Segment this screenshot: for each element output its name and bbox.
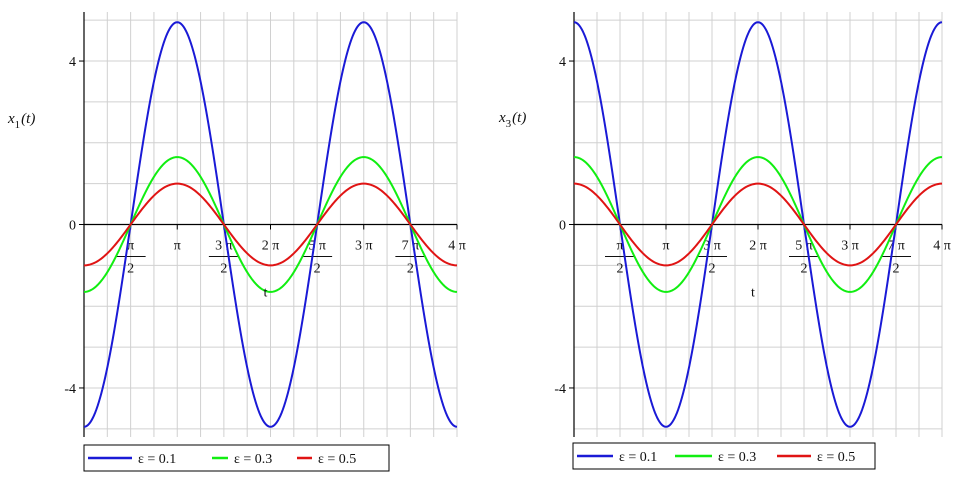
legend-label-3: ε = 0.5 <box>318 452 356 467</box>
x-tick-label: π <box>174 239 181 254</box>
y-axis-label-main: x <box>498 110 506 126</box>
x-tick-label-denominator: 2 <box>709 262 716 277</box>
x-tick-label-denominator: 2 <box>314 262 321 277</box>
x-tick-label-numerator: π <box>127 239 134 254</box>
y-tick-label: -4 <box>64 382 76 397</box>
y-tick-label: 4 <box>559 55 566 70</box>
y-axis-label-tail: (t) <box>21 111 35 127</box>
y-axis-label-subscript: 1 <box>15 119 21 131</box>
x-tick-label: 2 π <box>262 239 280 254</box>
x-tick-label: 2 π <box>749 239 767 254</box>
x-tick-label-denominator: 2 <box>220 262 227 277</box>
series-line-3 <box>83 182 458 267</box>
y-axis-label-tail: (t) <box>512 110 526 126</box>
y-axis-label-main: x <box>7 111 15 127</box>
y-axis-label-subscript: 3 <box>506 118 512 130</box>
x-tick-label-numerator: π <box>616 239 623 254</box>
series-line-3 <box>573 182 943 267</box>
series-line-2 <box>573 156 943 293</box>
x-tick-label: 3 π <box>841 239 859 254</box>
x-axis-label: t <box>264 286 268 301</box>
x-tick-label: 4 π <box>933 239 951 254</box>
y-tick-label: 0 <box>69 219 76 234</box>
series-line-1 <box>83 21 458 428</box>
legend-label-3: ε = 0.5 <box>817 450 855 465</box>
x-tick-label-denominator: 2 <box>407 262 414 277</box>
legend-label-1: ε = 0.1 <box>138 452 176 467</box>
legend-label-2: ε = 0.3 <box>718 450 756 465</box>
y-tick-label: -4 <box>554 382 566 397</box>
legend-label-1: ε = 0.1 <box>619 450 657 465</box>
y-tick-label: 4 <box>69 55 76 70</box>
x-tick-label: π <box>662 239 669 254</box>
x-tick-label: 4 π <box>448 239 466 254</box>
x-tick-label-denominator: 2 <box>801 262 808 277</box>
x-tick-label-denominator: 2 <box>893 262 900 277</box>
x-axis-label: t <box>751 286 755 301</box>
legend-box <box>572 442 876 470</box>
x-tick-label-denominator: 2 <box>617 262 624 277</box>
series-line-1 <box>573 21 943 428</box>
series-line-2 <box>83 156 458 293</box>
legend-box <box>83 444 390 472</box>
x-tick-label: 3 π <box>355 239 373 254</box>
y-axis-label: x3(t) <box>498 110 526 130</box>
legend-label-2: ε = 0.3 <box>234 452 272 467</box>
x-tick-label-denominator: 2 <box>127 262 134 277</box>
y-axis-label: x1(t) <box>7 111 35 131</box>
y-tick-label: 0 <box>559 219 566 234</box>
